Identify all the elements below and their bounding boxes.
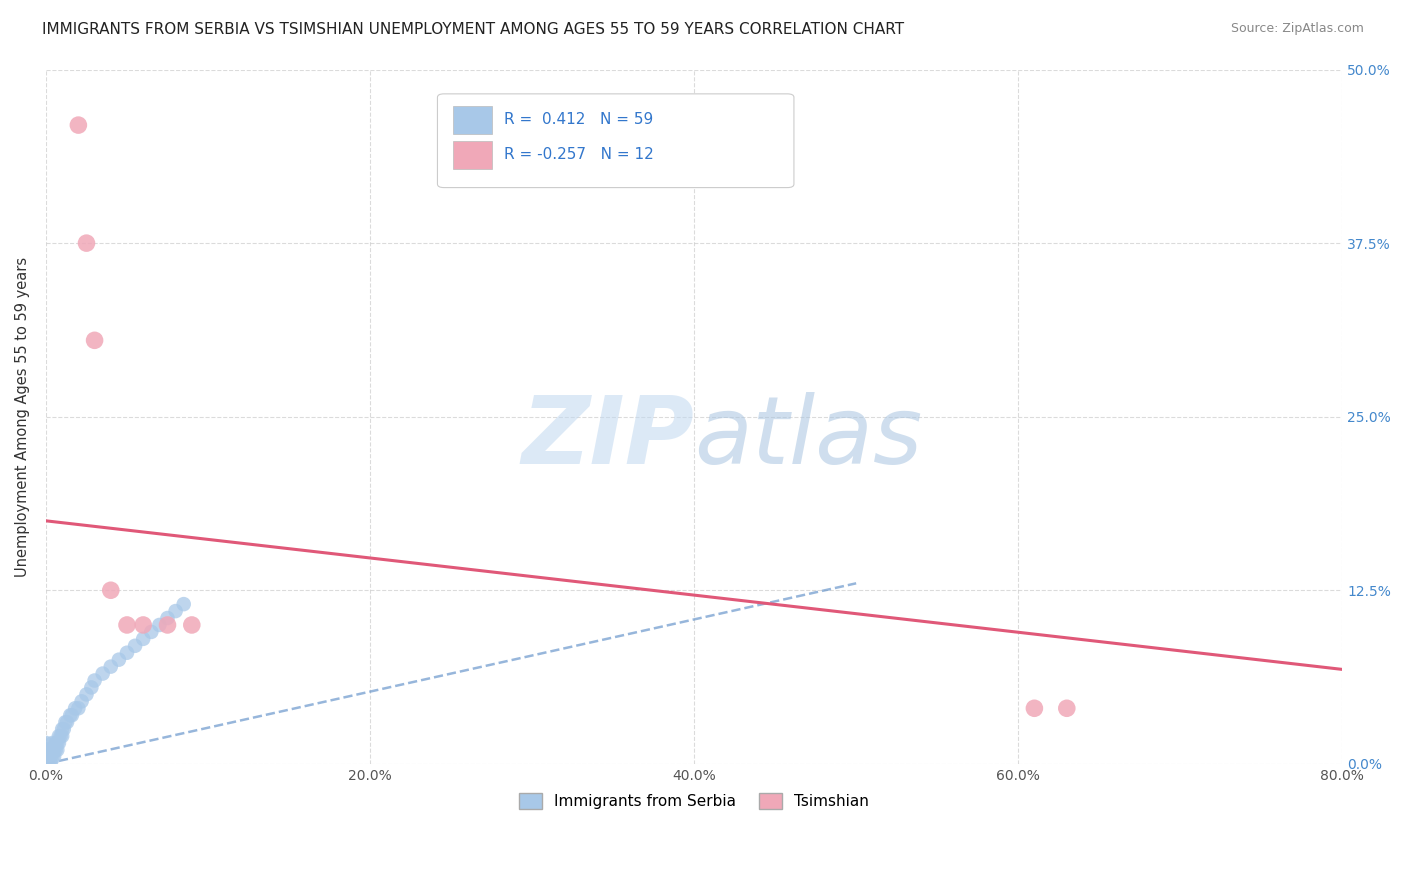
Point bbox=[35, 743, 58, 757]
Point bbox=[52, 722, 75, 736]
Text: ZIP: ZIP bbox=[522, 392, 695, 483]
Legend: Immigrants from Serbia, Tsimshian: Immigrants from Serbia, Tsimshian bbox=[513, 787, 876, 815]
Point bbox=[173, 597, 195, 611]
Point bbox=[35, 750, 58, 764]
Point bbox=[45, 743, 67, 757]
Point bbox=[35, 750, 58, 764]
Text: Source: ZipAtlas.com: Source: ZipAtlas.com bbox=[1230, 22, 1364, 36]
Point bbox=[42, 750, 65, 764]
Point bbox=[41, 736, 63, 750]
Text: R =  0.412   N = 59: R = 0.412 N = 59 bbox=[503, 112, 652, 127]
Point bbox=[35, 756, 58, 771]
FancyBboxPatch shape bbox=[453, 141, 492, 169]
Point bbox=[141, 624, 163, 639]
Point bbox=[63, 701, 86, 715]
Point bbox=[35, 756, 58, 771]
Point bbox=[67, 118, 90, 132]
Point bbox=[48, 736, 70, 750]
Point bbox=[180, 618, 202, 632]
Point bbox=[80, 681, 103, 695]
Point bbox=[59, 708, 82, 723]
Point bbox=[91, 666, 114, 681]
Point bbox=[1024, 701, 1046, 715]
Point bbox=[76, 236, 98, 251]
Point bbox=[42, 743, 65, 757]
Point bbox=[148, 618, 170, 632]
Point bbox=[35, 743, 58, 757]
Point bbox=[35, 750, 58, 764]
Point bbox=[56, 715, 79, 730]
Point bbox=[37, 756, 59, 771]
Point bbox=[132, 618, 155, 632]
Point bbox=[35, 736, 58, 750]
Point bbox=[156, 618, 179, 632]
Point bbox=[48, 729, 70, 743]
Point bbox=[46, 743, 69, 757]
Point bbox=[41, 743, 63, 757]
Point bbox=[51, 722, 73, 736]
Point bbox=[45, 736, 67, 750]
Point bbox=[67, 701, 90, 715]
Point bbox=[49, 729, 72, 743]
Text: R = -0.257   N = 12: R = -0.257 N = 12 bbox=[503, 147, 654, 161]
Point bbox=[156, 611, 179, 625]
Point bbox=[39, 743, 62, 757]
Point bbox=[165, 604, 187, 618]
Point bbox=[46, 736, 69, 750]
Point bbox=[35, 756, 58, 771]
Point bbox=[108, 653, 131, 667]
Point bbox=[38, 743, 60, 757]
Point bbox=[35, 756, 58, 771]
Point bbox=[115, 618, 138, 632]
Point bbox=[76, 687, 98, 701]
Point bbox=[1056, 701, 1078, 715]
Point bbox=[38, 750, 60, 764]
Point bbox=[132, 632, 155, 646]
Point bbox=[60, 708, 83, 723]
Point bbox=[124, 639, 146, 653]
Point bbox=[83, 334, 105, 348]
Point bbox=[38, 756, 60, 771]
FancyBboxPatch shape bbox=[437, 94, 794, 187]
Point bbox=[55, 715, 77, 730]
Text: atlas: atlas bbox=[695, 392, 922, 483]
Point bbox=[70, 694, 93, 708]
Point bbox=[115, 646, 138, 660]
Point bbox=[39, 750, 62, 764]
Point bbox=[51, 729, 73, 743]
Point bbox=[41, 750, 63, 764]
Y-axis label: Unemployment Among Ages 55 to 59 years: Unemployment Among Ages 55 to 59 years bbox=[15, 257, 30, 577]
Point bbox=[100, 659, 122, 673]
Text: IMMIGRANTS FROM SERBIA VS TSIMSHIAN UNEMPLOYMENT AMONG AGES 55 TO 59 YEARS CORRE: IMMIGRANTS FROM SERBIA VS TSIMSHIAN UNEM… bbox=[42, 22, 904, 37]
Point bbox=[37, 756, 59, 771]
Point bbox=[100, 583, 122, 598]
Point bbox=[35, 743, 58, 757]
Point bbox=[37, 750, 59, 764]
Point bbox=[83, 673, 105, 688]
Point bbox=[35, 756, 58, 771]
Point bbox=[35, 756, 58, 771]
Point bbox=[37, 743, 59, 757]
Point bbox=[39, 756, 62, 771]
FancyBboxPatch shape bbox=[453, 106, 492, 134]
